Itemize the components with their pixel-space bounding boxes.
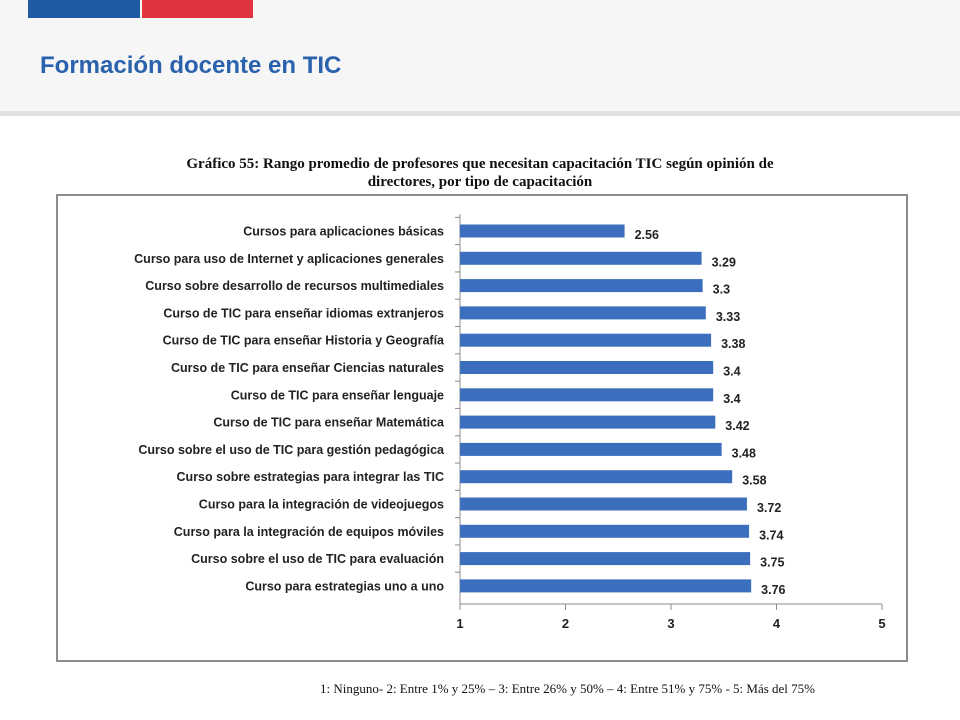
bar [460, 333, 712, 347]
data-label: 3.58 [742, 474, 766, 488]
data-label: 3.72 [757, 501, 781, 515]
chart-title: Gráfico 55: Rango promedio de profesores… [60, 155, 900, 191]
data-label: 2.56 [635, 228, 659, 242]
bar [460, 361, 714, 374]
bar [460, 442, 722, 456]
category-label: Curso de TIC para enseñar Historia y Geo… [163, 334, 445, 348]
data-label: 3.29 [712, 255, 736, 269]
data-label: 3.4 [723, 392, 740, 406]
bar [460, 279, 703, 293]
scale-legend-note: 1: Ninguno- 2: Entre 1% y 25% – 3: Entre… [320, 681, 815, 696]
bar [460, 251, 702, 265]
bar [460, 524, 750, 538]
category-label: Curso sobre desarrollo de recursos multi… [145, 279, 444, 293]
data-label: 3.48 [732, 446, 756, 460]
x-tick-label: 3 [667, 616, 674, 631]
category-label: Curso de TIC para enseñar idiomas extran… [163, 306, 444, 320]
chart-title-line-1: Gráfico 55: Rango promedio de profesores… [186, 156, 774, 172]
page-title: Formación docente en TIC [40, 52, 342, 79]
bar [460, 388, 714, 402]
data-label: 3.42 [725, 419, 749, 433]
bar-chart: 1 2 3 4 5 Cursos para aplicaciones básicas 2.5… [134, 214, 886, 631]
bar [460, 470, 733, 484]
category-label: Curso de TIC para enseñar Matemática [213, 416, 445, 430]
category-label: Curso de TIC para enseñar lenguaje [231, 388, 444, 402]
category-label: Cursos para aplicaciones básicas [243, 225, 444, 239]
data-label: 3.3 [713, 283, 730, 297]
chart-title-line-2: directores, por tipo de capacitación [367, 174, 593, 190]
data-label: 3.4 [723, 365, 740, 379]
flag-stripe-red [142, 0, 253, 18]
data-label: 3.74 [759, 528, 783, 542]
category-label: Curso para estrategias uno a uno [245, 579, 444, 593]
data-label: 3.75 [760, 556, 784, 570]
data-label: 3.33 [716, 310, 740, 324]
flag-stripe-blue [28, 0, 140, 18]
bar [460, 497, 747, 511]
category-label: Curso de TIC para enseñar Ciencias natur… [171, 361, 444, 375]
data-label: 3.38 [721, 337, 745, 351]
category-label: Curso para la integración de videojuegos [199, 498, 444, 512]
x-tick-label: 1 [456, 616, 463, 631]
category-label: Curso sobre el uso de TIC para gestión p… [138, 443, 445, 457]
category-label: Curso sobre estrategias para integrar la… [177, 470, 444, 484]
category-label: Curso para uso de Internet y aplicacione… [134, 252, 444, 266]
data-label: 3.76 [761, 583, 785, 597]
x-tick-label: 5 [878, 616, 885, 631]
chart-frame: 1 2 3 4 5 Cursos para aplicaciones básicas 2.5… [56, 194, 908, 662]
bar [460, 415, 716, 429]
category-label: Curso sobre el uso de TIC para evaluació… [191, 552, 444, 566]
bar [460, 552, 751, 566]
x-tick-label: 2 [562, 616, 569, 631]
bar [460, 579, 752, 593]
header-bar: Formación docente en TIC [0, 0, 960, 116]
bar [460, 224, 625, 238]
category-label: Curso para la integración de equipos móv… [174, 525, 444, 539]
bar [460, 306, 706, 320]
x-tick-label: 4 [773, 616, 781, 631]
